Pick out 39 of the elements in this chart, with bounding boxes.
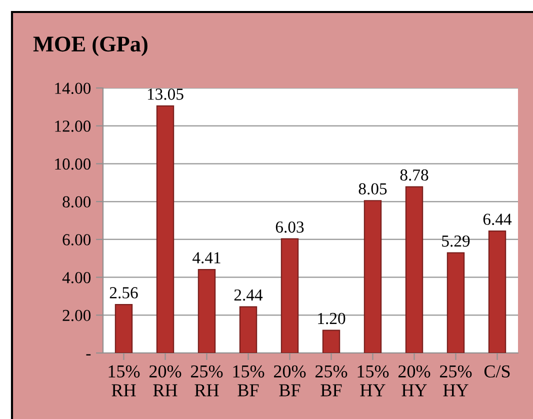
x-tick-label: 25% HY <box>440 365 472 396</box>
x-tick-label: 25% BF <box>315 365 348 396</box>
y-tick-label: 8.00 <box>62 196 91 208</box>
x-tick-label: 25% RH <box>190 365 223 396</box>
y-tick-label: 2.00 <box>62 310 91 322</box>
bar <box>198 268 216 353</box>
data-label: 8.78 <box>400 169 428 181</box>
y-tick-label: 10.00 <box>55 158 91 170</box>
data-label: 8.05 <box>358 183 387 195</box>
data-label: 5.29 <box>442 236 470 247</box>
bar <box>405 186 424 353</box>
bar <box>488 230 506 353</box>
x-tick-label: 20% HY <box>398 365 430 396</box>
data-label: 2.44 <box>234 289 263 301</box>
data-label: 13.05 <box>148 88 184 100</box>
bar <box>114 304 133 353</box>
y-tick-label: 12.00 <box>55 120 91 132</box>
data-label: 1.20 <box>318 312 346 324</box>
y-tick-label: - <box>86 354 91 356</box>
x-tick-label: 15% RH <box>108 365 140 396</box>
data-label: 6.44 <box>483 214 512 226</box>
bar <box>322 330 340 353</box>
y-tick-label: 14.00 <box>55 82 91 94</box>
x-tick-label: 15% HY <box>358 365 389 396</box>
data-label: 6.03 <box>276 221 304 233</box>
bar <box>446 252 465 353</box>
x-tick-label: 20% RH <box>149 365 182 396</box>
y-tick-label: 4.00 <box>62 272 91 284</box>
x-tick-label: C/S <box>484 365 510 378</box>
data-label: 2.56 <box>110 287 138 298</box>
bar <box>156 105 174 353</box>
bar <box>280 238 299 353</box>
x-tick-label: 20% BF <box>274 365 306 396</box>
x-tick-label: 15% BF <box>233 365 264 396</box>
y-tick-label: 6.00 <box>62 234 91 246</box>
chart-title: MOE (GPa) <box>33 36 148 56</box>
data-label: 4.41 <box>192 252 220 264</box>
bar <box>364 200 382 353</box>
bar <box>239 306 258 353</box>
